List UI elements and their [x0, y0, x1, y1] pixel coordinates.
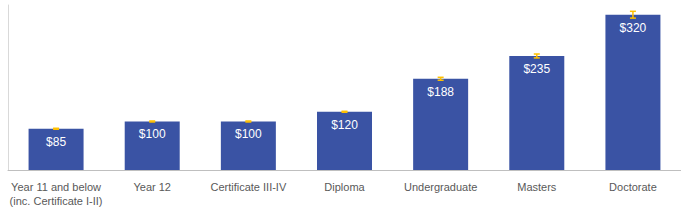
svg-text:$120: $120 — [331, 118, 358, 132]
svg-text:Year 12: Year 12 — [133, 181, 171, 193]
svg-text:Masters: Masters — [517, 181, 557, 193]
svg-text:Certificate III-IV: Certificate III-IV — [210, 181, 286, 193]
svg-text:$320: $320 — [620, 21, 647, 35]
svg-text:Year 11 and below: Year 11 and below — [11, 181, 101, 193]
svg-text:Diploma: Diploma — [324, 181, 365, 193]
svg-text:Undergraduate: Undergraduate — [404, 181, 477, 193]
svg-text:$85: $85 — [46, 135, 66, 149]
svg-text:$100: $100 — [139, 127, 166, 141]
svg-text:Doctorate: Doctorate — [609, 181, 657, 193]
svg-text:$235: $235 — [523, 62, 550, 76]
svg-text:$188: $188 — [427, 85, 454, 99]
svg-text:(inc. Certificate I-II): (inc. Certificate I-II) — [10, 195, 103, 207]
svg-text:$100: $100 — [235, 127, 262, 141]
